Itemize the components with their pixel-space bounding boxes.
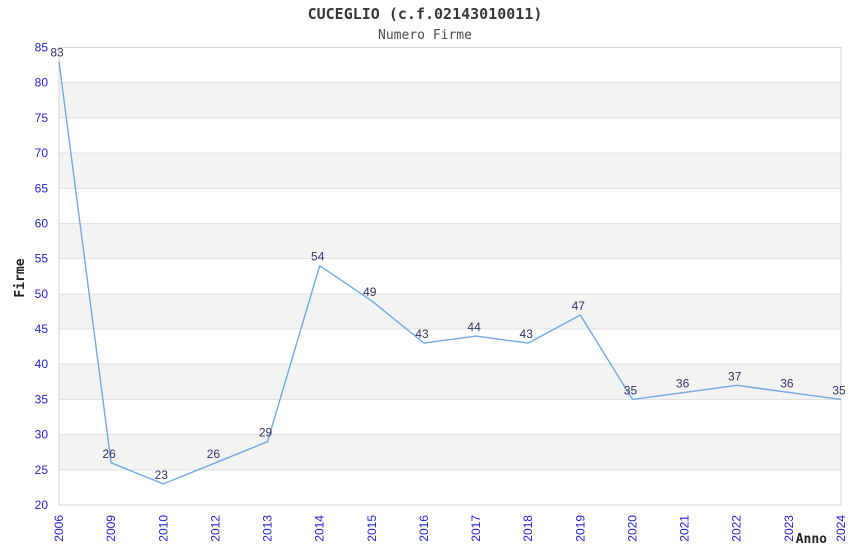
x-tick-label: 2018 [521, 515, 535, 542]
y-tick-label: 20 [35, 498, 49, 512]
x-tick-label: 2014 [313, 515, 327, 542]
y-axis-tick-labels: 20 25 30 35 40 45 50 55 60 65 70 75 80 85 [35, 41, 49, 513]
plot-band [59, 223, 841, 259]
plot-band [59, 82, 841, 118]
y-axis-title: Firme [13, 258, 28, 297]
data-label: 44 [467, 320, 481, 334]
plot-band [59, 434, 841, 470]
data-label: 26 [102, 447, 116, 461]
x-tick-label: 2010 [156, 515, 170, 542]
data-label: 29 [259, 426, 273, 440]
y-tick-label: 85 [35, 41, 49, 55]
plot-band [59, 293, 841, 330]
y-tick-label: 30 [35, 428, 49, 442]
data-label: 43 [520, 327, 534, 341]
x-tick-label: 2009 [104, 515, 118, 542]
y-tick-label: 80 [35, 76, 49, 90]
data-label: 54 [311, 250, 325, 264]
data-labels: 83 26 23 26 29 54 49 43 44 43 47 35 36 37 36 35 [50, 46, 846, 482]
chart-subtitle: Numero Firme [378, 28, 472, 43]
data-label: 43 [415, 327, 429, 341]
x-tick-label: 2016 [417, 515, 431, 542]
plot-border [58, 47, 842, 506]
x-tick-label: 2021 [678, 515, 692, 542]
x-tick-label: 2020 [625, 515, 639, 542]
x-tick-label: 2023 [782, 515, 796, 542]
y-tick-label: 60 [35, 216, 49, 230]
data-label: 35 [624, 383, 638, 397]
y-tick-label: 70 [35, 146, 49, 160]
data-label: 37 [728, 369, 742, 383]
series-line [58, 61, 842, 485]
x-tick-label: 2019 [573, 515, 587, 542]
data-label: 83 [50, 46, 64, 60]
x-axis-tick-labels: 2006 2009 2010 2012 2013 2014 2015 2016 2017 2018… [52, 515, 848, 542]
y-tick-label: 35 [35, 392, 49, 406]
data-label: 35 [832, 383, 846, 397]
y-tick-label: 25 [35, 463, 49, 477]
y-tick-label: 75 [35, 111, 49, 125]
x-tick-label: 2024 [834, 515, 848, 542]
chart-title: CUCEGLIO (c.f.02143010011) [308, 5, 543, 23]
x-tick-label: 2017 [469, 515, 483, 542]
plot-band [59, 364, 841, 400]
x-tick-label: 2006 [52, 515, 66, 542]
y-tick-label: 45 [35, 322, 49, 336]
y-tick-label: 65 [35, 181, 49, 195]
plot-band [59, 153, 841, 189]
x-axis-title: Anno [796, 532, 827, 547]
x-tick-label: 2022 [730, 515, 744, 542]
x-tick-label: 2012 [208, 515, 222, 542]
data-label: 47 [572, 299, 586, 313]
data-label: 36 [780, 376, 794, 390]
y-tick-label: 50 [35, 287, 49, 301]
x-tick-label: 2013 [261, 515, 275, 542]
y-tick-label: 40 [35, 357, 49, 371]
data-label: 36 [676, 376, 690, 390]
data-label: 49 [363, 285, 377, 299]
data-label: 26 [207, 447, 221, 461]
y-tick-label: 55 [35, 252, 49, 266]
plot-bands [59, 82, 841, 470]
x-tick-label: 2015 [365, 515, 379, 542]
data-label: 23 [155, 468, 169, 482]
